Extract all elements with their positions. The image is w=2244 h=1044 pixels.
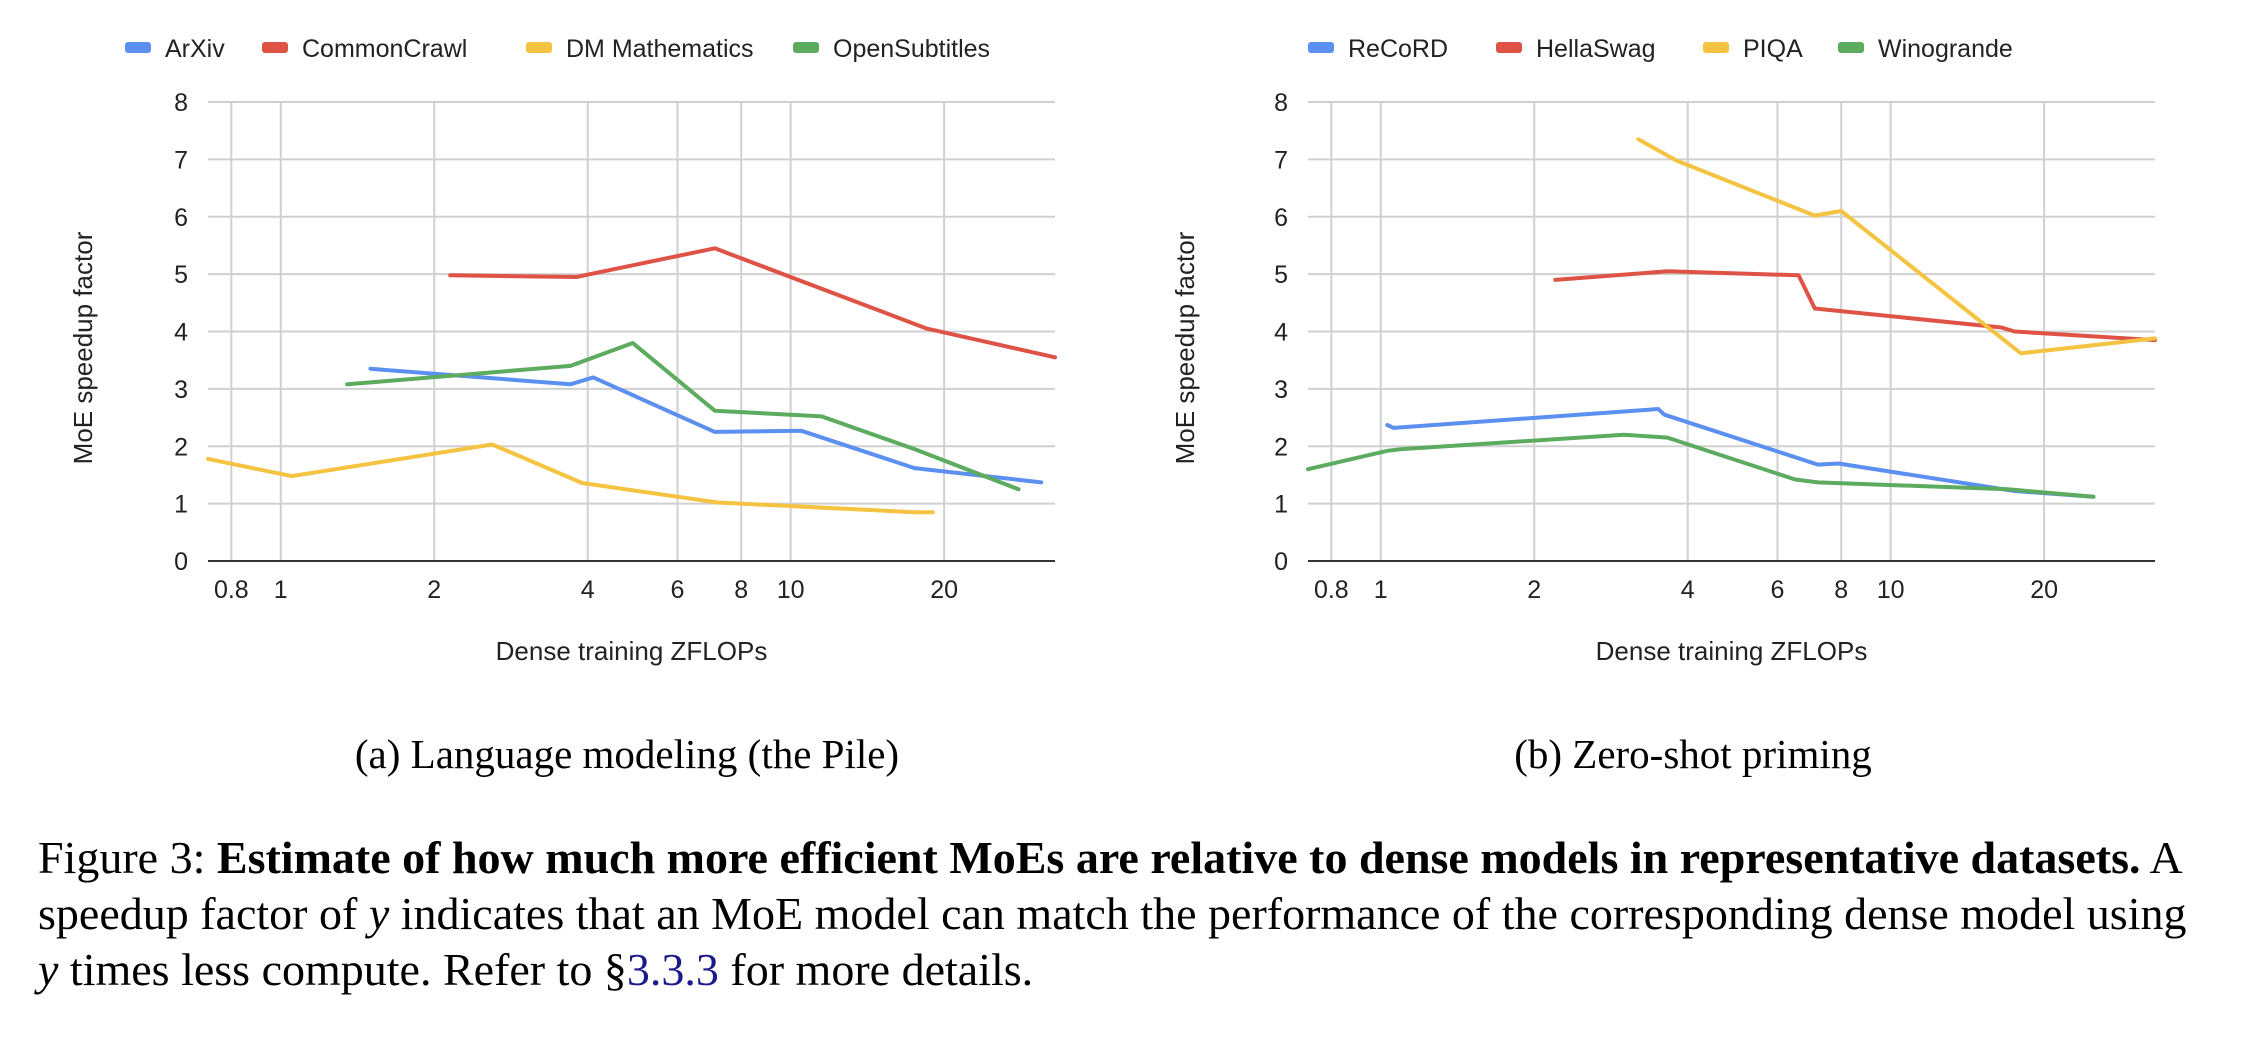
x-axis-label: Dense training ZFLOPs — [1596, 636, 1868, 666]
legend-swatch — [1496, 42, 1522, 53]
chart-language-modeling: 0 1 2 3 4 5 6 7 8 0.8 1 2 4 6 8 10 20 Dense training ZFLO… — [68, 35, 1057, 666]
x-tick-label: 20 — [930, 576, 958, 604]
legend-swatch — [526, 42, 552, 53]
y-tick-label: 8 — [1274, 89, 1288, 117]
y-tick-label: 3 — [1274, 376, 1288, 404]
caption-var-2: y — [38, 944, 59, 995]
legend-label: PIQA — [1743, 35, 1803, 63]
caption-label: Figure 3: — [38, 832, 206, 883]
series-line-hellaswag — [1553, 269, 2157, 343]
series-line-commoncrawl — [448, 246, 1057, 360]
caption-part3: times less compute. Refer to § — [69, 944, 627, 995]
x-tick-label: 6 — [1771, 576, 1785, 604]
y-tick-label: 0 — [1274, 548, 1288, 576]
legend-label: DM Mathematics — [566, 35, 754, 63]
y-axis-label: MoE speedup factor — [1170, 231, 1200, 464]
x-tick-label: 20 — [2030, 576, 2058, 604]
y-tick-label: 0 — [174, 548, 188, 576]
legend-label: HellaSwag — [1536, 35, 1656, 63]
legend-swatch — [1703, 42, 1729, 53]
x-tick-label: 8 — [1834, 576, 1848, 604]
legend-label: OpenSubtitles — [833, 35, 990, 63]
caption-part4: for more details. — [730, 944, 1034, 995]
caption-var: y — [368, 888, 390, 939]
x-tick-label: 4 — [581, 576, 595, 604]
legend-swatch — [125, 42, 151, 53]
figure-caption: Figure 3: Estimate of how much more effi… — [38, 830, 2218, 998]
legend-label: ReCoRD — [1348, 35, 1448, 63]
chart-zero-shot-priming: 0 1 2 3 4 5 6 7 8 0.8 1 2 4 6 8 10 20 Dense training ZFLO… — [1170, 35, 2157, 666]
x-axis-label: Dense training ZFLOPs — [496, 636, 768, 666]
legend-swatch — [262, 42, 288, 53]
caption-part2: indicates that an MoE model can match th… — [400, 888, 2187, 939]
y-tick-label: 3 — [174, 376, 188, 404]
legend-label: Winogrande — [1878, 35, 2013, 63]
y-tick-label: 1 — [1274, 491, 1288, 519]
x-tick-label: 6 — [671, 576, 685, 604]
y-tick-label: 2 — [1274, 433, 1288, 461]
y-tick-label: 1 — [174, 491, 188, 519]
y-tick-label: 7 — [1274, 146, 1288, 174]
series-line-record — [1385, 407, 2096, 499]
y-tick-label: 5 — [1274, 261, 1288, 289]
x-tick-label: 1 — [1374, 576, 1388, 604]
x-tick-label: 1 — [274, 576, 288, 604]
y-tick-label: 8 — [174, 89, 188, 117]
series-line-opensubtitles — [345, 341, 1021, 492]
caption-part1: A speedup factor of — [38, 832, 2181, 939]
y-tick-label: 6 — [174, 204, 188, 232]
series-line-piqa — [1636, 137, 2157, 356]
x-tick-label: 10 — [1877, 576, 1905, 604]
subcaption-a: (a) Language modeling (the Pile) — [354, 731, 900, 777]
legend-swatch — [1838, 42, 1864, 53]
y-tick-label: 7 — [174, 146, 188, 174]
x-tick-label: 2 — [1527, 576, 1541, 604]
x-tick-label: 8 — [734, 576, 748, 604]
caption-bold: Estimate of how much more efficient MoEs… — [216, 832, 2141, 883]
y-tick-label: 4 — [174, 319, 188, 347]
x-tick-label: 0.8 — [1314, 576, 1349, 604]
series-line-arxiv — [368, 366, 1044, 485]
legend-label: CommonCrawl — [302, 35, 467, 63]
x-tick-label: 0.8 — [214, 576, 249, 604]
y-tick-label: 6 — [1274, 204, 1288, 232]
y-tick-label: 2 — [174, 433, 188, 461]
x-tick-label: 2 — [427, 576, 441, 604]
legend-swatch — [793, 42, 819, 53]
legend-label: ArXiv — [165, 35, 225, 63]
x-tick-label: 10 — [777, 576, 805, 604]
y-tick-label: 5 — [174, 261, 188, 289]
subcaption-b: (b) Zero-shot priming — [1514, 731, 1872, 777]
y-axis-label: MoE speedup factor — [68, 231, 98, 464]
series-line-winogrande — [1306, 432, 2096, 499]
section-ref-link[interactable]: 3.3.3 — [626, 944, 719, 995]
x-tick-label: 4 — [1681, 576, 1695, 604]
series-line-dm-mathematics — [206, 442, 935, 515]
legend-swatch — [1308, 42, 1334, 53]
y-tick-label: 4 — [1274, 319, 1288, 347]
